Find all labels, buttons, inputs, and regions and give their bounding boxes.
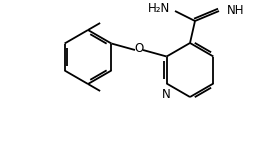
Text: H₂N: H₂N (148, 2, 170, 16)
Text: NH: NH (227, 3, 244, 17)
Text: N: N (162, 88, 171, 102)
Text: O: O (134, 43, 144, 55)
